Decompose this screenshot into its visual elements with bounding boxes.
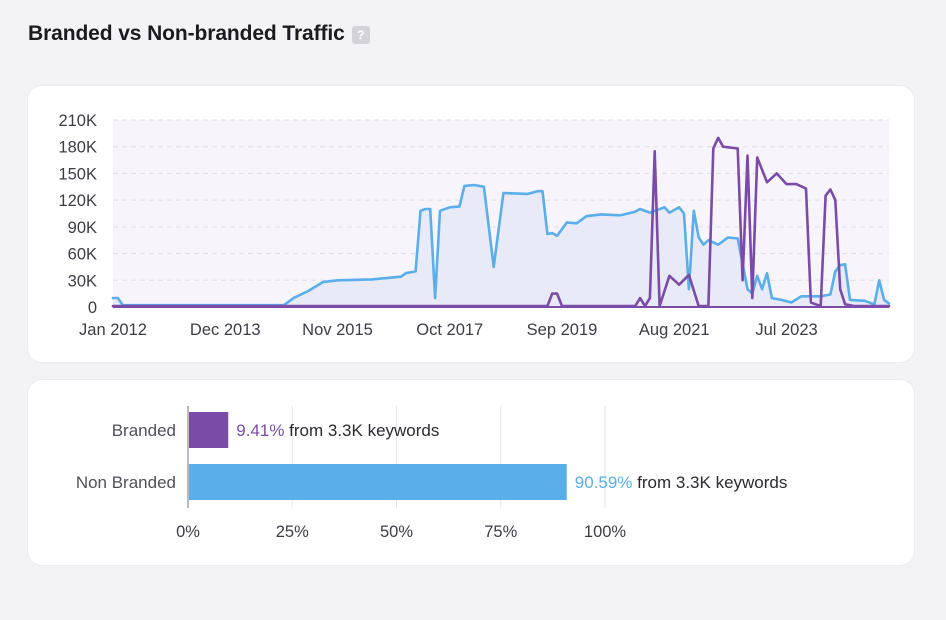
x-tick-label: 50% xyxy=(380,523,413,541)
x-tick-label: Jul 2023 xyxy=(755,321,817,339)
bar-value-label: 90.59% from 3.3K keywords xyxy=(575,473,788,492)
x-tick-label: 100% xyxy=(584,523,627,541)
bar-non-branded xyxy=(189,464,567,500)
y-tick-label: 120K xyxy=(58,192,97,210)
y-tick-label: 60K xyxy=(68,246,97,264)
help-icon[interactable]: ? xyxy=(351,26,370,44)
category-label: Non Branded xyxy=(76,473,176,492)
bar-branded xyxy=(189,412,229,448)
x-tick-label: 0% xyxy=(176,523,200,541)
y-tick-label: 30K xyxy=(68,272,97,290)
x-tick-label: Aug 2021 xyxy=(639,321,710,339)
x-tick-label: Jan 2012 xyxy=(79,321,147,339)
section-header: Branded vs Non-branded Traffic ? xyxy=(28,22,370,46)
x-tick-label: Sep 2019 xyxy=(527,321,598,339)
bar-value-label: 9.41% from 3.3K keywords xyxy=(236,421,439,440)
y-tick-label: 180K xyxy=(58,139,97,157)
series-0-area xyxy=(113,185,889,307)
branded-share-bar-chart[interactable]: 0% 25% 50% 75% 100% Branded 9.41% from 3.3K ke… xyxy=(28,380,914,565)
x-tick-label: Dec 2013 xyxy=(190,321,261,339)
x-tick-label: 25% xyxy=(276,523,309,541)
y-tick-label: 0 xyxy=(88,299,97,317)
x-tick-label: 75% xyxy=(484,523,517,541)
y-tick-label: 90K xyxy=(68,219,97,237)
series-0-line xyxy=(111,183,891,307)
series-1-line xyxy=(111,136,891,308)
category-label: Branded xyxy=(112,421,176,440)
y-tick-label: 210K xyxy=(58,112,97,130)
x-tick-label: Nov 2015 xyxy=(302,321,373,339)
bar-percent: 9.41% xyxy=(236,421,284,440)
y-tick-label: 150K xyxy=(58,165,97,183)
traffic-line-chart-card: 210K 180K 150K 120K 90K 60K 30K 0 Jan 2012 Dec 20… xyxy=(28,86,914,362)
bar-keywords-note: from 3.3K keywords xyxy=(284,421,439,440)
branded-share-bar-chart-card: 0% 25% 50% 75% 100% Branded 9.41% from 3.3K ke… xyxy=(28,380,914,565)
bar-percent: 90.59% xyxy=(575,473,633,492)
bar-keywords-note: from 3.3K keywords xyxy=(632,473,787,492)
section-title: Branded vs Non-branded Traffic xyxy=(28,22,345,45)
x-tick-label: Oct 2017 xyxy=(416,321,483,339)
traffic-line-chart[interactable]: 210K 180K 150K 120K 90K 60K 30K 0 Jan 2012 Dec 20… xyxy=(28,86,914,362)
